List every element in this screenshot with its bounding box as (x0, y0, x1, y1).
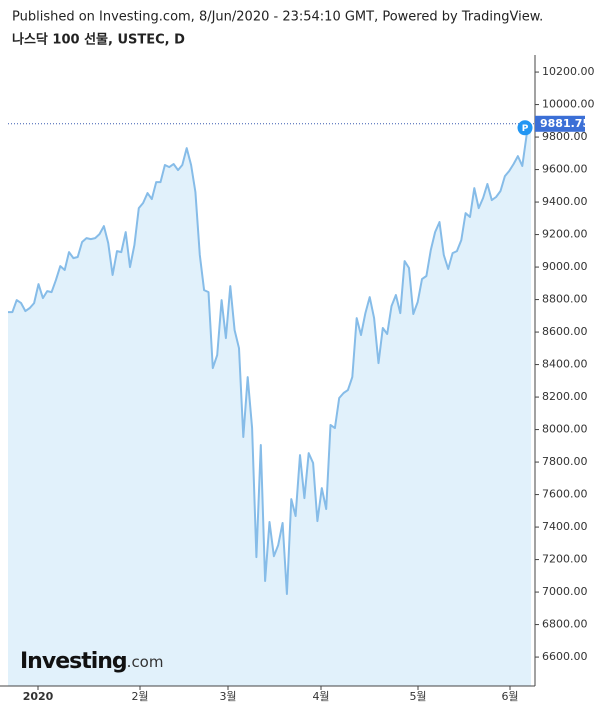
y-tick-label: 8200.00 (542, 390, 588, 403)
y-tick-label: 6600.00 (542, 650, 588, 663)
y-tick-label: 6800.00 (542, 618, 588, 631)
x-tick-label: 5월 (409, 690, 426, 703)
last-price-label: 9881.75 (540, 117, 590, 130)
y-tick-label: 8000.00 (542, 423, 588, 436)
x-tick-label: 2월 (131, 690, 148, 703)
y-tick-label: 10000.00 (542, 98, 595, 111)
price-marker-label: P (522, 124, 529, 134)
y-tick-label: 9800.00 (542, 130, 588, 143)
x-tick-label: 2020 (23, 690, 54, 703)
area-fill (8, 123, 531, 687)
logo: Investing.com (20, 649, 163, 674)
last-price-box (535, 115, 585, 132)
y-tick-label: 7400.00 (542, 520, 588, 533)
chart-title: 나스닥 100 선물, USTEC, D (12, 32, 185, 48)
y-tick-label: 10200.00 (542, 65, 595, 78)
logo-suffix: .com (127, 653, 164, 671)
plot-area (8, 123, 532, 687)
price-line (8, 123, 532, 595)
y-tick-label: 7200.00 (542, 553, 588, 566)
y-tick-label: 7800.00 (542, 455, 588, 468)
y-tick-label: 7000.00 (542, 585, 588, 598)
y-tick-label: 8400.00 (542, 358, 588, 371)
x-tick-label: 3월 (219, 690, 236, 703)
y-tick-label: 9200.00 (542, 228, 588, 241)
y-tick-label: 9600.00 (542, 163, 588, 176)
y-tick-label: 8600.00 (542, 325, 588, 338)
y-tick-label: 9000.00 (542, 260, 588, 273)
publisher-note: Published on Investing.com, 8/Jun/2020 -… (12, 10, 543, 25)
x-tick-label: 6월 (501, 690, 518, 703)
y-tick-label: 9400.00 (542, 195, 588, 208)
logo-main: Investing (20, 649, 127, 674)
price-marker (517, 120, 533, 136)
y-tick-label: 8800.00 (542, 293, 588, 306)
x-tick-label: 4월 (312, 690, 329, 703)
y-tick-label: 7600.00 (542, 488, 588, 501)
